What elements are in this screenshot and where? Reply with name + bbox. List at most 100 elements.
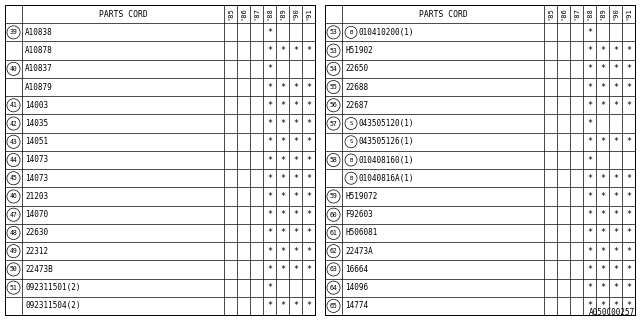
Text: 14073: 14073 bbox=[25, 174, 48, 183]
Text: '88: '88 bbox=[586, 8, 593, 20]
Text: *: * bbox=[267, 46, 272, 55]
Text: *: * bbox=[293, 119, 298, 128]
Text: '87: '87 bbox=[253, 8, 259, 20]
Text: F92603: F92603 bbox=[345, 210, 372, 219]
Text: *: * bbox=[587, 101, 592, 110]
Text: 14035: 14035 bbox=[25, 119, 48, 128]
Text: *: * bbox=[587, 265, 592, 274]
Text: 51: 51 bbox=[10, 285, 17, 291]
Text: *: * bbox=[626, 247, 631, 256]
Text: 61: 61 bbox=[330, 230, 337, 236]
Text: 22473A: 22473A bbox=[345, 247, 372, 256]
Text: *: * bbox=[613, 64, 618, 73]
Text: *: * bbox=[293, 210, 298, 219]
Text: *: * bbox=[267, 28, 272, 37]
Text: 49: 49 bbox=[10, 248, 17, 254]
Text: H519072: H519072 bbox=[345, 192, 378, 201]
Text: *: * bbox=[293, 83, 298, 92]
Text: *: * bbox=[587, 119, 592, 128]
Text: *: * bbox=[306, 137, 311, 146]
Text: 14096: 14096 bbox=[345, 283, 368, 292]
Text: S: S bbox=[349, 121, 353, 126]
Text: A10879: A10879 bbox=[25, 83, 52, 92]
Bar bbox=[5, 5, 315, 315]
Text: 58: 58 bbox=[330, 157, 337, 163]
Text: *: * bbox=[613, 192, 618, 201]
Text: *: * bbox=[267, 101, 272, 110]
Text: '88: '88 bbox=[266, 8, 273, 20]
Text: *: * bbox=[306, 156, 311, 164]
Text: 50: 50 bbox=[10, 267, 17, 272]
Text: *: * bbox=[587, 247, 592, 256]
Text: *: * bbox=[267, 192, 272, 201]
Text: *: * bbox=[600, 46, 605, 55]
Text: *: * bbox=[306, 174, 311, 183]
Text: *: * bbox=[626, 265, 631, 274]
Text: *: * bbox=[587, 192, 592, 201]
Text: 22688: 22688 bbox=[345, 83, 368, 92]
Text: *: * bbox=[613, 283, 618, 292]
Text: *: * bbox=[626, 174, 631, 183]
Text: *: * bbox=[267, 210, 272, 219]
Text: *: * bbox=[280, 265, 285, 274]
Text: *: * bbox=[280, 228, 285, 237]
Text: 53: 53 bbox=[330, 29, 337, 35]
Text: *: * bbox=[306, 119, 311, 128]
Text: *: * bbox=[626, 46, 631, 55]
Text: 043505126(1): 043505126(1) bbox=[358, 137, 413, 146]
Text: *: * bbox=[626, 101, 631, 110]
Text: *: * bbox=[280, 119, 285, 128]
Text: *: * bbox=[306, 192, 311, 201]
Text: *: * bbox=[626, 192, 631, 201]
Text: *: * bbox=[613, 83, 618, 92]
Text: 62: 62 bbox=[330, 248, 337, 254]
Text: *: * bbox=[600, 265, 605, 274]
Text: *: * bbox=[587, 283, 592, 292]
Text: *: * bbox=[280, 210, 285, 219]
Text: *: * bbox=[280, 137, 285, 146]
Text: A10878: A10878 bbox=[25, 46, 52, 55]
Text: '91: '91 bbox=[625, 8, 632, 20]
Text: 010410200(1): 010410200(1) bbox=[358, 28, 413, 37]
Text: *: * bbox=[587, 83, 592, 92]
Text: *: * bbox=[267, 174, 272, 183]
Text: 59: 59 bbox=[330, 194, 337, 199]
Text: 14774: 14774 bbox=[345, 301, 368, 310]
Text: *: * bbox=[293, 156, 298, 164]
Text: 010408160(1): 010408160(1) bbox=[358, 156, 413, 164]
Text: *: * bbox=[267, 119, 272, 128]
Text: 40: 40 bbox=[10, 66, 17, 72]
Text: *: * bbox=[280, 156, 285, 164]
Text: 092311504(2): 092311504(2) bbox=[25, 301, 81, 310]
Text: PARTS CORD: PARTS CORD bbox=[99, 10, 147, 19]
Text: *: * bbox=[600, 301, 605, 310]
Text: *: * bbox=[626, 137, 631, 146]
Text: *: * bbox=[613, 265, 618, 274]
Text: *: * bbox=[306, 247, 311, 256]
Text: *: * bbox=[600, 137, 605, 146]
Text: *: * bbox=[306, 228, 311, 237]
Text: *: * bbox=[293, 46, 298, 55]
Text: 65: 65 bbox=[330, 303, 337, 309]
Text: *: * bbox=[306, 301, 311, 310]
Text: *: * bbox=[267, 301, 272, 310]
Text: *: * bbox=[626, 64, 631, 73]
Text: *: * bbox=[267, 228, 272, 237]
Text: *: * bbox=[587, 64, 592, 73]
Text: *: * bbox=[587, 46, 592, 55]
Text: 42: 42 bbox=[10, 121, 17, 126]
Text: 63: 63 bbox=[330, 267, 337, 272]
Text: 14051: 14051 bbox=[25, 137, 48, 146]
Text: *: * bbox=[280, 247, 285, 256]
Text: *: * bbox=[587, 301, 592, 310]
Text: *: * bbox=[280, 174, 285, 183]
Text: PARTS CORD: PARTS CORD bbox=[419, 10, 467, 19]
Text: *: * bbox=[280, 83, 285, 92]
Text: 22650: 22650 bbox=[345, 64, 368, 73]
Text: *: * bbox=[280, 301, 285, 310]
Text: A050C00257: A050C00257 bbox=[589, 308, 635, 317]
Text: 21203: 21203 bbox=[25, 192, 48, 201]
Text: 56: 56 bbox=[330, 102, 337, 108]
Text: 22312: 22312 bbox=[25, 247, 48, 256]
Text: 41: 41 bbox=[10, 102, 17, 108]
